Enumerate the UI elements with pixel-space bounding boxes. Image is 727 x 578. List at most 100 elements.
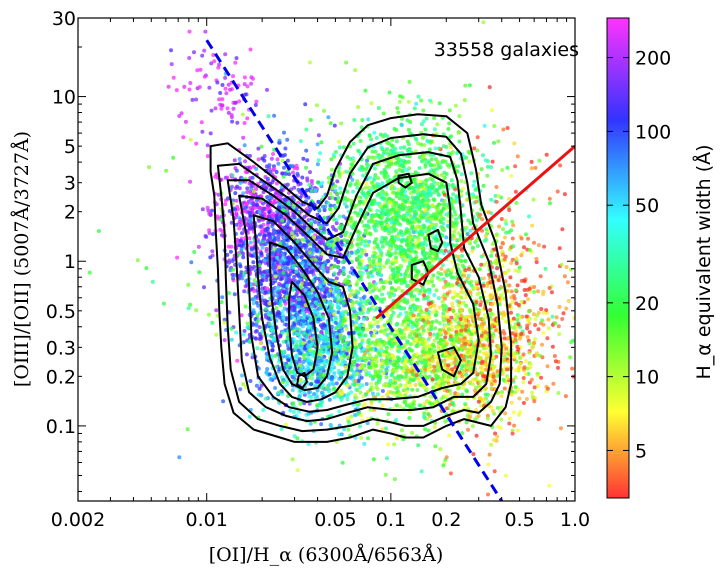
data-point <box>202 285 206 290</box>
data-point <box>431 197 436 202</box>
data-point <box>444 202 449 207</box>
data-point <box>257 209 262 214</box>
data-point <box>463 83 468 88</box>
data-point <box>340 170 345 175</box>
data-point <box>437 101 442 106</box>
data-point <box>418 229 423 234</box>
data-point <box>412 106 417 111</box>
data-point <box>240 231 244 236</box>
data-point <box>250 355 255 360</box>
data-point <box>313 395 318 400</box>
data-point <box>283 171 288 176</box>
data-point <box>244 202 249 207</box>
data-point <box>290 287 295 292</box>
data-point <box>248 379 253 383</box>
data-point <box>370 155 374 160</box>
data-point <box>369 218 374 223</box>
data-point <box>289 259 294 264</box>
data-point <box>319 254 324 259</box>
data-point <box>382 208 387 213</box>
data-point <box>397 221 402 226</box>
data-point <box>291 337 296 342</box>
data-point <box>278 253 283 258</box>
data-point <box>207 228 212 233</box>
data-point <box>387 90 392 95</box>
data-point <box>325 241 330 246</box>
data-point <box>266 316 271 321</box>
data-point <box>472 179 477 184</box>
data-point <box>299 255 304 260</box>
data-point <box>457 139 462 144</box>
data-point <box>363 239 368 244</box>
data-point <box>363 231 367 236</box>
data-point <box>276 237 281 242</box>
data-point <box>432 116 437 121</box>
data-point <box>326 300 331 305</box>
data-point <box>296 280 300 285</box>
data-point <box>421 242 426 247</box>
data-point <box>319 367 324 372</box>
data-point <box>422 212 427 217</box>
data-point <box>441 144 446 149</box>
data-point <box>260 245 265 250</box>
data-point <box>245 186 250 191</box>
data-point <box>249 185 254 190</box>
data-point <box>284 322 289 327</box>
data-point <box>368 285 372 290</box>
data-point <box>394 258 399 263</box>
data-point <box>392 175 397 180</box>
data-point <box>456 130 461 135</box>
data-point <box>248 191 253 196</box>
data-point <box>210 208 214 213</box>
data-point <box>282 349 287 354</box>
data-point <box>324 266 329 270</box>
data-point <box>454 194 459 199</box>
data-point <box>427 190 432 195</box>
data-point <box>251 301 256 306</box>
data-point <box>307 324 312 329</box>
data-point <box>262 206 267 211</box>
data-point <box>330 362 335 367</box>
data-point <box>410 204 415 209</box>
data-point <box>399 192 404 197</box>
data-point <box>395 106 400 111</box>
data-point <box>335 286 340 291</box>
data-point <box>298 139 303 144</box>
data-point <box>362 294 367 299</box>
data-point <box>373 369 378 374</box>
data-point <box>385 151 390 156</box>
data-point <box>251 201 256 205</box>
data-point <box>360 165 365 170</box>
data-point <box>308 331 313 335</box>
data-point <box>310 354 315 359</box>
data-point <box>267 195 272 200</box>
data-point <box>424 193 429 198</box>
data-point <box>362 224 367 228</box>
data-point <box>358 277 363 282</box>
data-point <box>370 180 374 185</box>
data-point <box>241 201 246 206</box>
data-point <box>353 210 358 215</box>
data-point <box>379 170 384 175</box>
data-point <box>326 308 331 313</box>
data-point <box>242 143 247 148</box>
data-point <box>441 217 446 221</box>
data-point <box>329 305 333 310</box>
data-point <box>363 228 368 233</box>
data-point <box>393 279 398 284</box>
data-point <box>238 220 243 224</box>
data-point <box>243 159 248 164</box>
data-point <box>334 338 338 343</box>
data-point <box>390 204 395 209</box>
data-point <box>336 259 341 264</box>
data-point <box>382 264 387 269</box>
data-point <box>358 254 363 259</box>
data-point <box>405 118 410 123</box>
data-point <box>329 157 334 162</box>
data-point <box>419 210 424 215</box>
data-point <box>288 268 293 273</box>
data-point <box>430 217 434 222</box>
data-point <box>340 340 345 344</box>
data-point <box>255 203 260 207</box>
data-point <box>284 208 289 213</box>
